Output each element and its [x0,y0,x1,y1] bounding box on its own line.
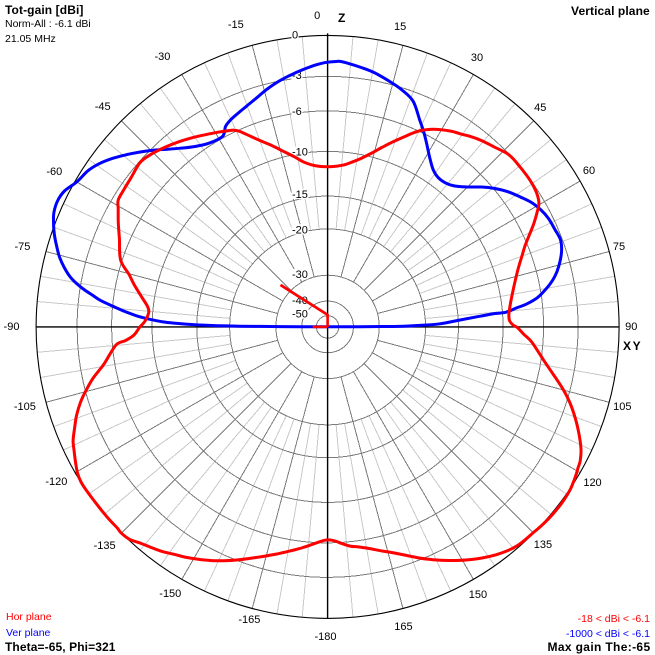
svg-text:-15: -15 [292,189,308,201]
svg-text:-30: -30 [292,269,308,281]
svg-text:0: 0 [292,30,298,42]
svg-text:-3: -3 [292,70,302,82]
svg-text:-20: -20 [292,224,308,236]
svg-text:-6: -6 [292,106,302,118]
svg-text:-40: -40 [292,295,308,307]
svg-text:-10: -10 [292,147,308,159]
svg-text:-50: -50 [292,308,308,320]
